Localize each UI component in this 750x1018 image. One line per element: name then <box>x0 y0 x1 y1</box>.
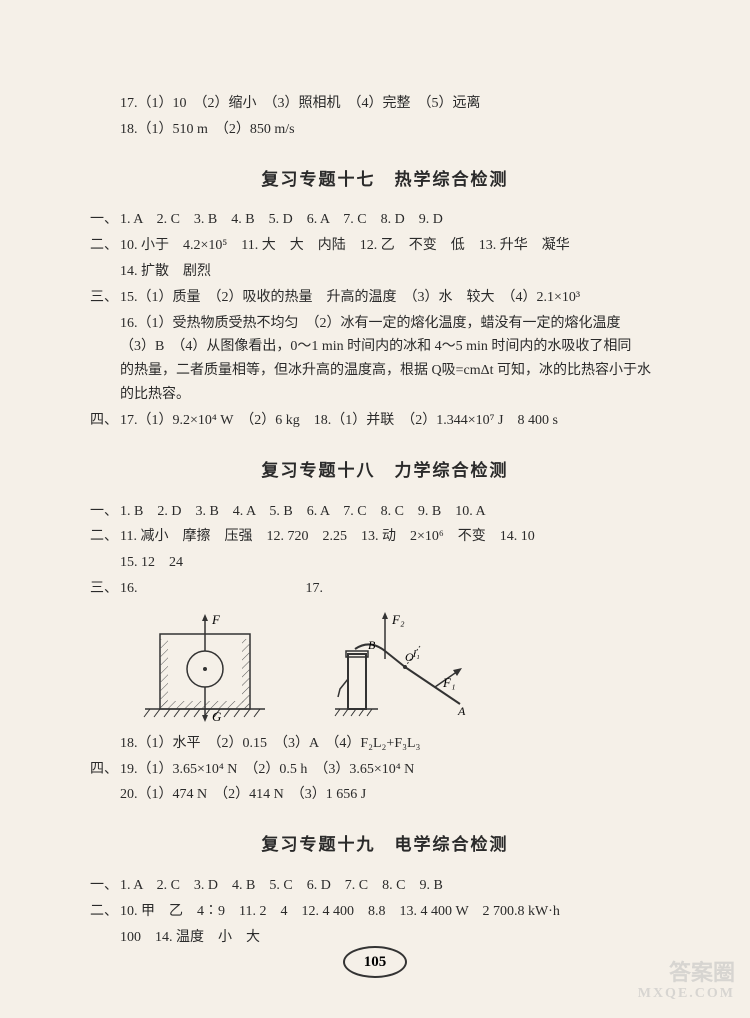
section-label: 二、 <box>90 234 120 258</box>
diagram16-svg: F G <box>140 609 270 724</box>
section17-row3d: 的热量，二者质量相等，但冰升高的温度高，根据 Q吸=cmΔt 可知，冰的比热容小… <box>90 359 680 383</box>
diagram17-F2: F₂ <box>391 612 405 627</box>
section-content: 19.（1）3.65×10⁴ N （2）0.5 h （3）3.65×10⁴ N <box>120 758 680 782</box>
section-content: 1. A 2. C 3. B 4. B 5. D 6. A 7. C 8. D … <box>120 208 680 232</box>
section-content: 1. B 2. D 3. B 4. A 5. B 6. A 7. C 8. C … <box>120 500 680 524</box>
section18-row2: 二、 11. 减小 摩擦 压强 12. 720 2.25 13. 动 2×10⁶… <box>90 525 680 549</box>
section19-title: 复习专题十九 电学综合检测 <box>90 831 680 860</box>
section18-title: 复习专题十八 力学综合检测 <box>90 457 680 486</box>
section17-row3: 三、 15.（1）质量 （2）吸收的热量 升高的温度 （3）水 较大 （4）2.… <box>90 286 680 310</box>
section-label: 二、 <box>90 525 120 549</box>
section-content: 1. A 2. C 3. D 4. B 5. C 6. D 7. C 8. C … <box>120 874 680 898</box>
watermark-sub: MXQE.COM <box>638 986 735 1003</box>
section19-row1: 一、 1. A 2. C 3. D 4. B 5. C 6. D 7. C 8.… <box>90 874 680 898</box>
section-label: 一、 <box>90 208 120 232</box>
diagram17-F1: F₁ <box>442 675 455 690</box>
section17-title: 复习专题十七 热学综合检测 <box>90 166 680 195</box>
section17-row2b: 14. 扩散 剧烈 <box>90 260 680 284</box>
section18-row1: 一、 1. B 2. D 3. B 4. A 5. B 6. A 7. C 8.… <box>90 500 680 524</box>
section17-row3c: （3）B （4）从图像看出，0～1 min 时间内的冰和 4～5 min 时间内… <box>90 335 680 359</box>
diagram-16: F G <box>140 609 270 724</box>
section17-row2: 二、 10. 小于 4.2×10⁵ 11. 大 大 内陆 12. 乙 不变 低 … <box>90 234 680 258</box>
watermark: 答案圈 MXQE.COM <box>638 960 735 1003</box>
section18-row2b: 15. 12 24 <box>90 551 680 575</box>
section18-row3: 三、 16. 17. <box>90 577 680 601</box>
section18-q18: 18.（1）水平 （2）0.15 （3）A （4）F₂L₂+F₃L₃ <box>90 732 680 756</box>
section-content: 16. 17. <box>120 577 680 601</box>
section-label: 四、 <box>90 758 120 782</box>
section-content: 17.（1）9.2×10⁴ W （2）6 kg 18.（1）并联 （2）1.34… <box>120 409 680 433</box>
diagrams-container: F G F₂ <box>140 609 680 724</box>
watermark-main: 答案圈 <box>638 960 735 986</box>
section-content: 15.（1）质量 （2）吸收的热量 升高的温度 （3）水 较大 （4）2.1×1… <box>120 286 680 310</box>
section-content: 11. 减小 摩擦 压强 12. 720 2.25 13. 动 2×10⁶ 不变… <box>120 525 680 549</box>
page-number: 105 <box>343 946 407 978</box>
diagram17-svg: F₂ O <box>310 609 490 724</box>
page-number-container: 105 <box>343 946 407 978</box>
section-content: 10. 甲 乙 4∶9 11. 2 4 12. 4 400 8.8 13. 4 … <box>120 900 680 924</box>
diagram17-l1: l₁ <box>413 648 420 660</box>
section17-row3e: 的比热容。 <box>90 383 680 407</box>
section-label: 一、 <box>90 874 120 898</box>
diagram17-A: A <box>457 704 466 718</box>
page-content: 17.（1）10 （2）缩小 （3）照相机 （4）完整 （5）远离 18.（1）… <box>0 0 750 999</box>
section-content: 10. 小于 4.2×10⁵ 11. 大 大 内陆 12. 乙 不变 低 13.… <box>120 234 680 258</box>
section-label: 四、 <box>90 409 120 433</box>
section-label: 三、 <box>90 286 120 310</box>
section17-row3b: 16.（1）受热物质受热不均匀 （2）冰有一定的熔化温度，蜡没有一定的熔化温度 <box>90 312 680 336</box>
diagram16-G: G <box>212 709 222 724</box>
top-q18: 18.（1）510 m （2）850 m/s <box>90 118 680 142</box>
section18-row4: 四、 19.（1）3.65×10⁴ N （2）0.5 h （3）3.65×10⁴… <box>90 758 680 782</box>
section17-row4: 四、 17.（1）9.2×10⁴ W （2）6 kg 18.（1）并联 （2）1… <box>90 409 680 433</box>
top-q17: 17.（1）10 （2）缩小 （3）照相机 （4）完整 （5）远离 <box>90 92 680 116</box>
section-label: 三、 <box>90 577 120 601</box>
diagram-17: F₂ O <box>310 609 490 724</box>
section-label: 一、 <box>90 500 120 524</box>
section19-row2: 二、 10. 甲 乙 4∶9 11. 2 4 12. 4 400 8.8 13.… <box>90 900 680 924</box>
section17-row1: 一、 1. A 2. C 3. B 4. B 5. D 6. A 7. C 8.… <box>90 208 680 232</box>
diagram16-F: F <box>211 612 221 627</box>
diagram17-B: B <box>368 638 376 652</box>
section18-q20: 20.（1）474 N （2）414 N （3）1 656 J <box>90 783 680 807</box>
section-label: 二、 <box>90 900 120 924</box>
